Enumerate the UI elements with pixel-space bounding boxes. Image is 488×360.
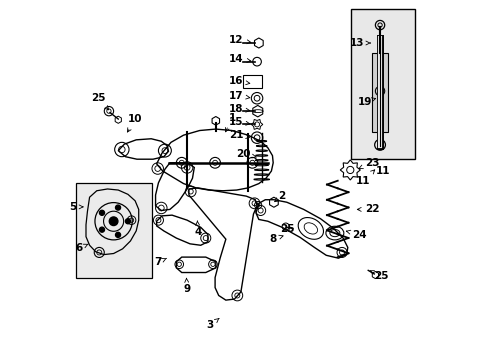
Bar — [371, 53, 387, 132]
Text: 20: 20 — [236, 149, 256, 159]
Text: 17: 17 — [229, 91, 249, 101]
Circle shape — [109, 217, 118, 226]
Text: 24: 24 — [346, 230, 366, 239]
Bar — [76, 183, 152, 278]
Text: 25: 25 — [280, 225, 294, 234]
Text: 25: 25 — [369, 271, 388, 281]
Text: 23: 23 — [358, 158, 378, 169]
Circle shape — [125, 219, 130, 224]
Text: 21: 21 — [229, 130, 249, 140]
Text: 2: 2 — [274, 191, 285, 202]
Text: 5: 5 — [69, 202, 83, 212]
Circle shape — [99, 227, 104, 232]
Text: 4: 4 — [194, 221, 201, 237]
Text: 1: 1 — [225, 113, 235, 132]
Bar — [242, 75, 262, 88]
Text: 19: 19 — [357, 97, 375, 107]
Text: 22: 22 — [357, 204, 378, 215]
Text: 9: 9 — [183, 278, 190, 294]
Text: 15: 15 — [229, 117, 249, 127]
Text: 18: 18 — [229, 104, 249, 114]
Text: 14: 14 — [229, 54, 250, 64]
Text: 3: 3 — [206, 318, 219, 330]
Text: 13: 13 — [349, 38, 369, 48]
Text: 25: 25 — [91, 93, 108, 110]
Text: 7: 7 — [154, 257, 166, 267]
Circle shape — [115, 205, 121, 210]
Bar — [351, 9, 414, 159]
Circle shape — [99, 210, 104, 215]
Text: 10: 10 — [127, 114, 142, 132]
Text: 11: 11 — [375, 166, 390, 176]
Text: 16: 16 — [229, 76, 249, 86]
Text: 8: 8 — [269, 234, 283, 244]
Text: 6: 6 — [76, 243, 88, 253]
Text: 11: 11 — [355, 170, 374, 186]
Circle shape — [115, 232, 121, 237]
Text: 12: 12 — [229, 35, 250, 45]
